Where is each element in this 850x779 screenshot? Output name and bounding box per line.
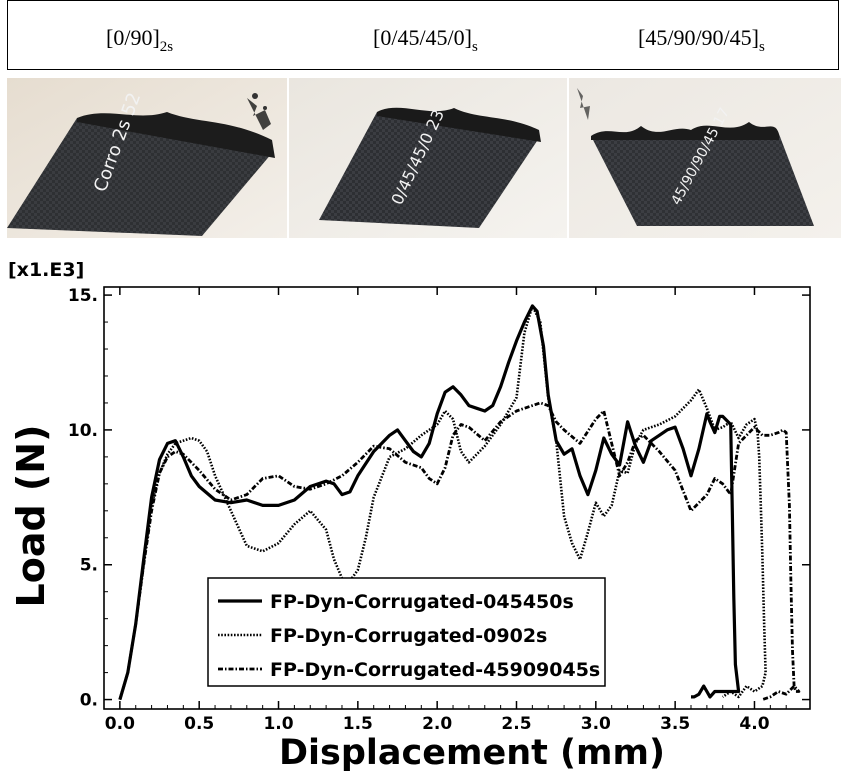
x-tick-label: 3.0 bbox=[581, 714, 611, 734]
chart-axes: 0.0 0.5 1.0 1.5 2.0 2.5 3.0 3.5 4.0 0. 5. 10. 15. bbox=[68, 286, 811, 734]
chart-series bbox=[118, 304, 801, 701]
legend-entry-label: FP-Dyn-Corrugated-0902s bbox=[270, 625, 547, 647]
specimen-photo-0902s: Corro 2s 52 bbox=[7, 78, 287, 238]
y-tick-label: 15. bbox=[68, 286, 98, 306]
x-tick-label: 0.0 bbox=[105, 714, 135, 734]
layup-label-045450s: [0/45/45/0]s bbox=[373, 25, 478, 55]
legend-entry-label: FP-Dyn-Corrugated-045450s bbox=[270, 591, 574, 613]
x-tick-label: 1.0 bbox=[263, 714, 293, 734]
layup-label-0902s: [0/90]2s bbox=[106, 25, 174, 55]
chart-legend: FP-Dyn-Corrugated-045450s FP-Dyn-Corrugat… bbox=[207, 577, 606, 687]
y-axis-title: Load (N) bbox=[9, 425, 53, 608]
y-multiplier-label: [x1.E3] bbox=[8, 259, 84, 281]
plot-frame bbox=[103, 286, 811, 710]
specimen-photo-strip: Corro 2s 52 0/45/45/0 23 bbox=[7, 78, 841, 238]
series-line-FP-Dyn-Corrugated-45909045s bbox=[118, 401, 801, 701]
specimen-photo-045450s: 0/45/45/0 23 bbox=[289, 78, 567, 238]
specimen-photo-45909045s: 45/90/90/45 17 bbox=[569, 78, 841, 238]
x-tick-label: 3.5 bbox=[660, 714, 690, 734]
x-tick-label: 2.0 bbox=[422, 714, 452, 734]
x-tick-label: 1.5 bbox=[343, 714, 373, 734]
x-tick-label: 0.5 bbox=[184, 714, 214, 734]
y-tick-label: 0. bbox=[80, 691, 98, 711]
y-tick-label: 10. bbox=[68, 421, 98, 441]
layup-label-45909045s: [45/90/90/45]s bbox=[638, 25, 765, 55]
series-line-FP-Dyn-Corrugated-045450s bbox=[118, 304, 741, 701]
legend-entry-label: FP-Dyn-Corrugated-45909045s bbox=[270, 659, 600, 681]
x-tick-label: 4.0 bbox=[739, 714, 769, 734]
legend-box bbox=[207, 577, 606, 687]
x-axis-title: Displacement (mm) bbox=[279, 733, 665, 773]
load-displacement-chart: 0.0 0.5 1.0 1.5 2.0 2.5 3.0 3.5 4.0 0. 5. 10. 15. [x… bbox=[0, 239, 850, 779]
y-tick-label: 5. bbox=[80, 556, 98, 576]
x-tick-label: 2.5 bbox=[501, 714, 531, 734]
layup-header: [0/90]2s [0/45/45/0]s [45/90/90/45]s bbox=[7, 0, 839, 70]
series-line-FP-Dyn-Corrugated-0902s bbox=[118, 304, 767, 700]
